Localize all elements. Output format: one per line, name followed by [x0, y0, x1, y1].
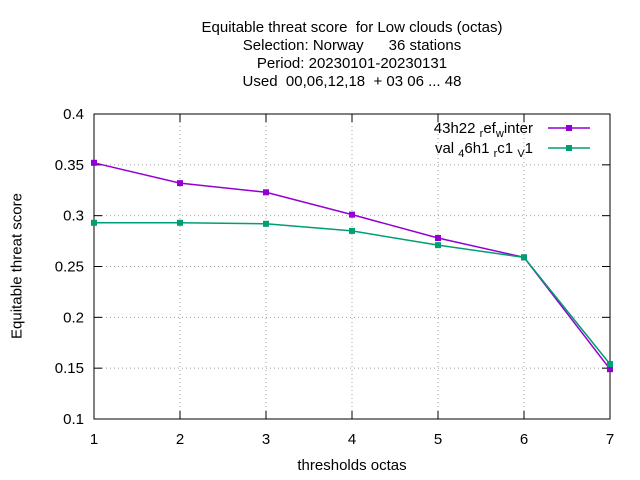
- title-line-1: Equitable threat score for Low clouds (o…: [201, 19, 503, 36]
- series-2-point: [521, 254, 527, 261]
- series-2-point: [91, 219, 97, 226]
- series-2-point: [607, 361, 613, 368]
- x-tick-label: 1: [90, 431, 98, 448]
- legend-label-part: r: [480, 128, 484, 140]
- legend-label-part: V: [517, 148, 525, 160]
- x-tick-label: 2: [176, 431, 184, 448]
- x-tick-label: 3: [262, 431, 270, 448]
- legend-label-part: ef: [483, 120, 496, 137]
- legend-label-part: 1: [525, 140, 533, 157]
- title-line-2: Selection: Norway 36 stations: [242, 37, 462, 54]
- legend-label-part: w: [495, 128, 504, 140]
- y-tick-label: 0.3: [63, 208, 84, 225]
- legend-label-part: val: [435, 140, 458, 157]
- series-2-point: [177, 219, 183, 226]
- x-tick-label: 6: [520, 431, 528, 448]
- legend-label-part: c1: [497, 140, 517, 157]
- series-1-point: [435, 235, 441, 242]
- legend-marker-1: [566, 125, 572, 131]
- title-line-3: Period: 20230101-20230131: [256, 55, 448, 72]
- legend-label-part: 4: [458, 148, 464, 160]
- y-tick-label: 0.1: [63, 411, 84, 428]
- series-2-point: [349, 227, 355, 234]
- series-1-point: [349, 211, 355, 218]
- legend-label-part: 6h1: [464, 140, 493, 157]
- legend-label-1: 43h22 refwinter: [434, 120, 533, 140]
- legend-label-2: val 46h1 rc1 V1: [435, 140, 533, 160]
- series-1-point: [177, 180, 183, 187]
- x-axis-label: thresholds octas: [297, 457, 407, 474]
- series-1-point: [91, 159, 97, 166]
- series-2-point: [263, 220, 269, 227]
- legend-label-part: r: [494, 148, 498, 160]
- x-tick-label: 4: [348, 431, 356, 448]
- legend-label-part: 43h22: [434, 120, 480, 137]
- legend-label-part: inter: [504, 120, 533, 137]
- series-1-point: [607, 366, 613, 373]
- y-tick-label: 0.25: [55, 259, 84, 276]
- x-tick-label: 5: [434, 431, 442, 448]
- x-tick-label: 7: [606, 431, 614, 448]
- series-2-point: [435, 242, 441, 249]
- series-1-point: [263, 189, 269, 196]
- title-line-4: Used 00,06,12,18 + 03 06 ... 48: [242, 73, 462, 90]
- legend-marker-2: [566, 145, 572, 151]
- y-tick-label: 0.35: [55, 157, 84, 174]
- y-tick-label: 0.2: [63, 309, 84, 326]
- y-tick-label: 0.15: [55, 360, 84, 377]
- y-tick-label: 0.4: [63, 106, 84, 123]
